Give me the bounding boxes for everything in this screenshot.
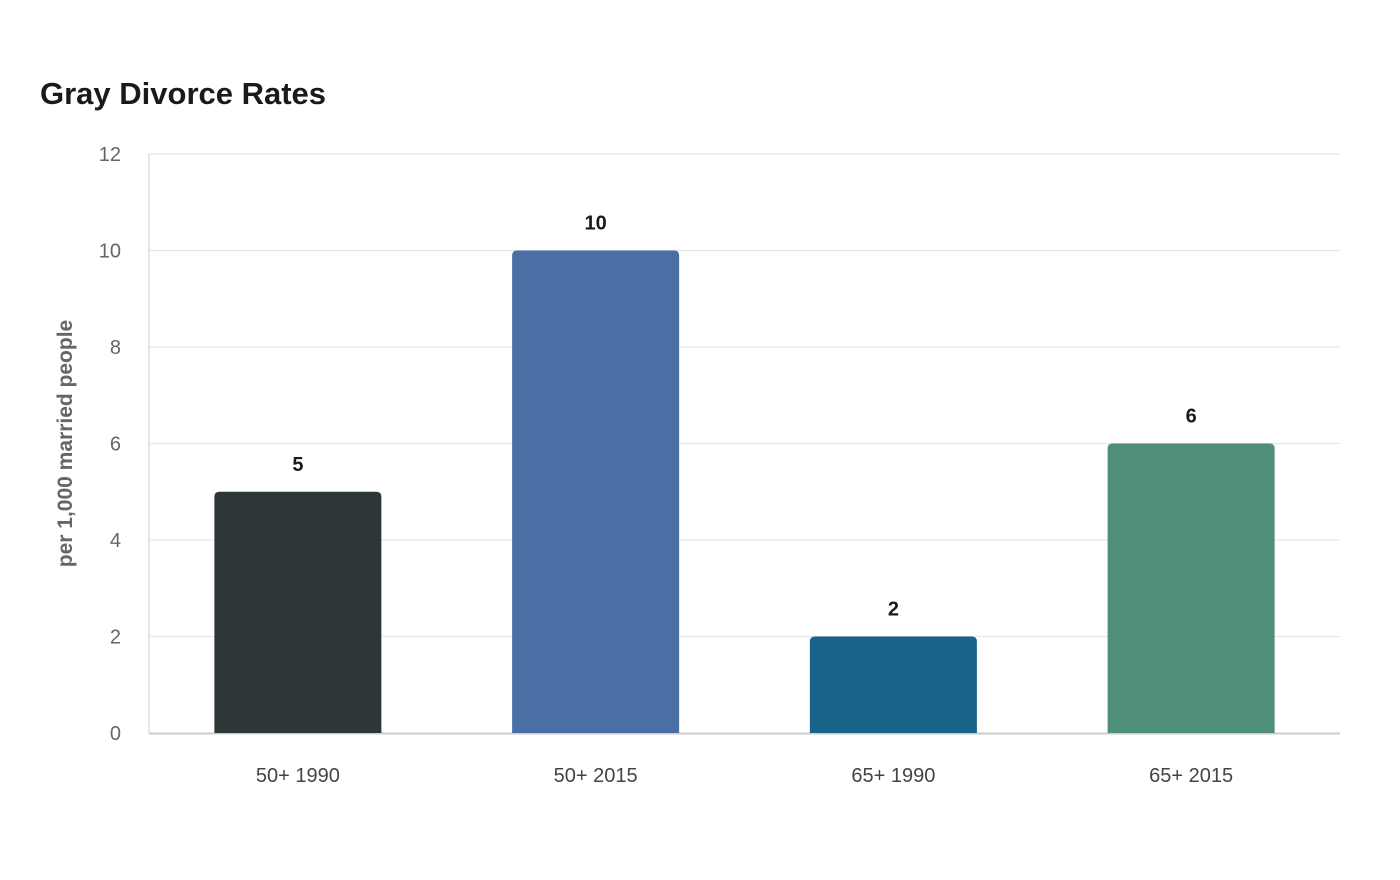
y-tick-label: 10 — [99, 241, 121, 263]
x-tick-label: 65+ 1990 — [851, 765, 935, 787]
bar — [214, 491, 382, 733]
bars — [214, 250, 1275, 733]
y-tick-label: 6 — [110, 434, 121, 456]
data-labels: 5 10 2 6 — [292, 213, 1196, 621]
axes — [148, 154, 1340, 735]
y-tick-label: 12 — [99, 144, 121, 166]
bar — [1107, 443, 1275, 733]
y-tick-label: 0 — [110, 723, 121, 745]
x-tick-label: 50+ 1990 — [256, 765, 340, 787]
bar — [512, 250, 680, 733]
y-tick-label: 8 — [110, 337, 121, 359]
x-tick-label: 50+ 2015 — [554, 765, 638, 787]
data-label: 2 — [888, 599, 899, 621]
data-label: 5 — [292, 454, 303, 476]
y-tick-label: 2 — [110, 627, 121, 649]
x-tick-labels: 50+ 1990 50+ 2015 65+ 1990 65+ 2015 — [256, 765, 1233, 787]
data-label: 6 — [1186, 406, 1197, 428]
data-label: 10 — [585, 213, 607, 235]
y-tick-label: 4 — [110, 530, 121, 552]
x-tick-label: 65+ 2015 — [1149, 765, 1233, 787]
y-axis-title: per 1,000 married people — [54, 320, 77, 567]
bar — [809, 636, 977, 733]
y-tick-labels: 0 2 4 6 8 10 12 — [99, 144, 121, 745]
chart-title: Gray Divorce Rates — [40, 76, 327, 111]
